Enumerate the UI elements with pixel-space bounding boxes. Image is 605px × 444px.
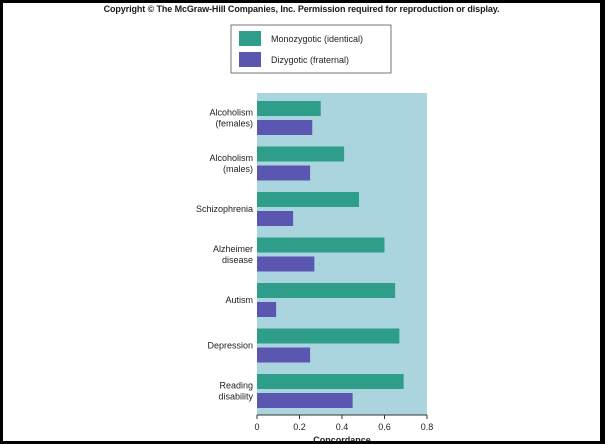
category-label: Autism (225, 295, 253, 305)
bar (257, 120, 313, 135)
x-tick-label: 0.6 (378, 422, 391, 432)
category-label: Alcoholism (209, 153, 253, 163)
copyright-notice: Copyright © The McGraw-Hill Companies, I… (103, 4, 500, 14)
bar (257, 146, 345, 162)
bar (257, 393, 353, 408)
category-label: (males) (223, 164, 253, 174)
category-label: disease (222, 255, 253, 265)
twin-concordance-chart: Monozygotic (identical) Dizygotic (frater… (196, 24, 434, 441)
bar (257, 328, 400, 344)
legend-label: Monozygotic (identical) (271, 34, 363, 44)
x-tick-label: 0.4 (336, 422, 349, 432)
category-label: Reading (219, 381, 253, 391)
category-label: disability (218, 392, 253, 402)
bar (257, 347, 311, 363)
legend-label: Dizygotic (fraternal) (271, 55, 349, 65)
x-axis-label: Concordance (313, 435, 371, 441)
legend-swatch (239, 31, 261, 46)
bar (257, 283, 396, 298)
bar (257, 237, 385, 253)
bar (257, 302, 277, 317)
category-label: Depression (207, 341, 253, 351)
bar (257, 374, 404, 389)
x-tick-label: 0 (254, 422, 259, 432)
bar (257, 101, 321, 116)
legend-swatch (239, 52, 261, 67)
x-tick-label: 0.8 (421, 422, 434, 432)
plot-area (257, 93, 427, 415)
figure-frame: Copyright © The McGraw-Hill Companies, I… (3, 3, 600, 441)
category-label: Alcoholism (209, 108, 253, 118)
bar (257, 211, 294, 226)
bar (257, 256, 315, 272)
category-label: (females) (215, 119, 253, 129)
bar (257, 165, 311, 181)
category-label: Schizophrenia (196, 204, 253, 214)
category-label: Alzheimer (213, 244, 253, 254)
x-tick-label: 0.2 (293, 422, 306, 432)
bar (257, 192, 359, 207)
